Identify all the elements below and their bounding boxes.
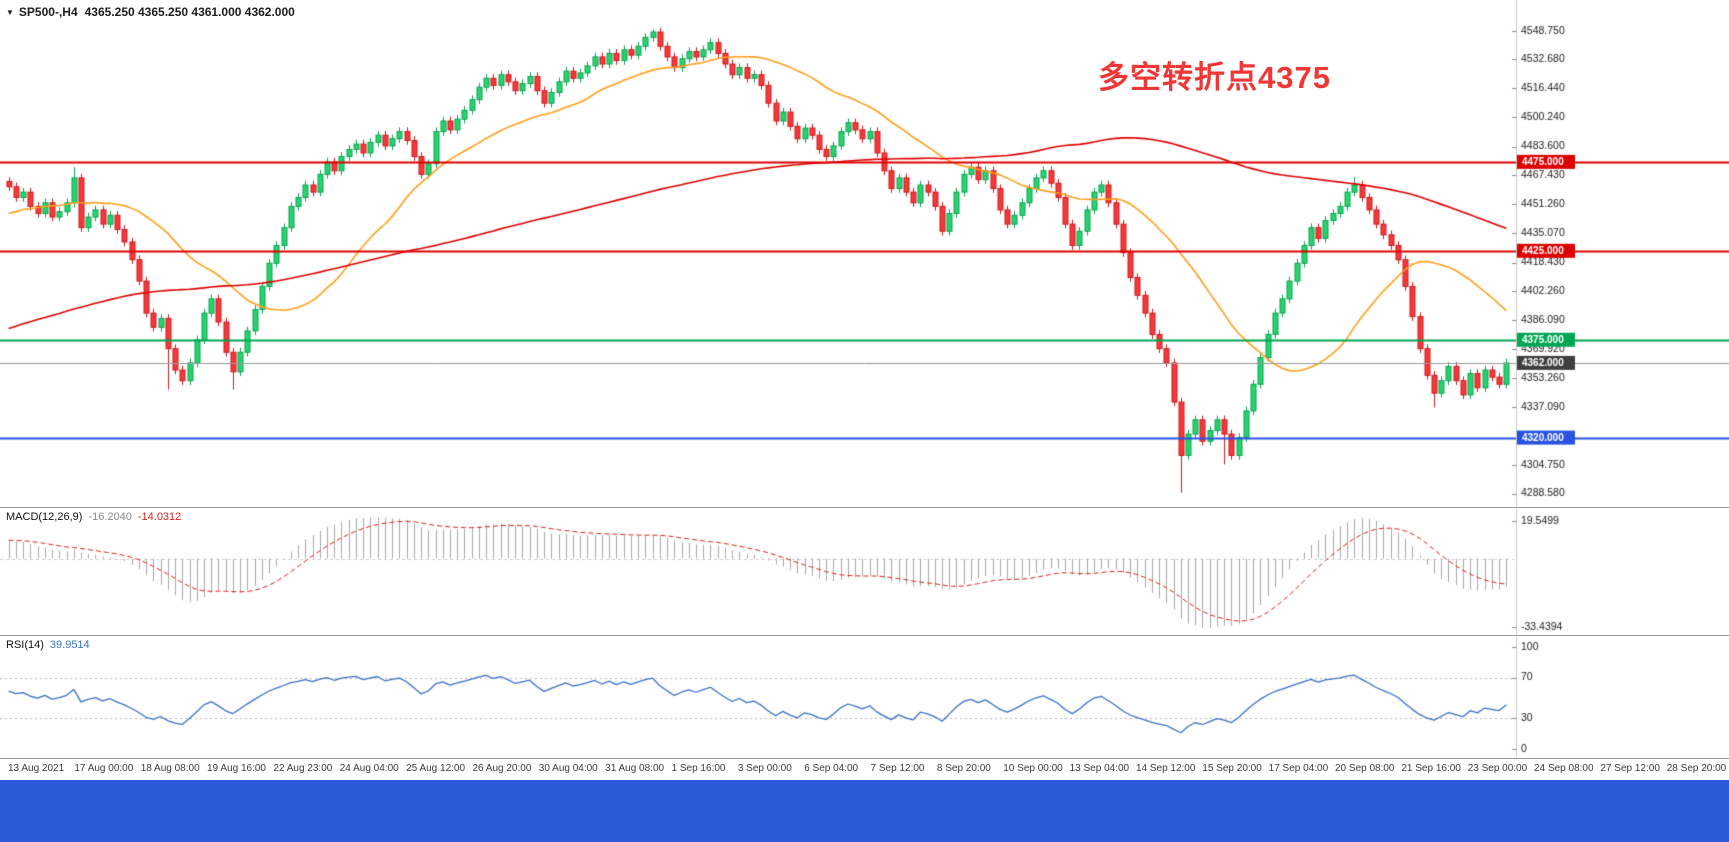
time-axis-label: 13 Aug 2021 bbox=[8, 763, 65, 774]
time-axis-label: 14 Sep 12:00 bbox=[1135, 763, 1196, 774]
time-axis-label: 25 Aug 12:00 bbox=[406, 763, 466, 774]
main-chart-canvas[interactable] bbox=[0, 0, 1729, 507]
time-axis-label: 31 Aug 08:00 bbox=[605, 763, 665, 774]
time-axis-label: 26 Aug 20:00 bbox=[472, 763, 532, 774]
annotation-text[interactable]: 多空转折点4375 bbox=[1098, 60, 1331, 95]
taskbar[interactable] bbox=[0, 780, 1729, 842]
time-axis-label: 17 Aug 00:00 bbox=[74, 763, 134, 774]
time-axis-label: 20 Sep 08:00 bbox=[1335, 763, 1395, 774]
time-axis[interactable]: 13 Aug 2021 17 Aug 00:00 18 Aug 08:00 19 Au… bbox=[0, 758, 1729, 780]
time-axis-label: 22 Aug 23:00 bbox=[273, 763, 333, 774]
time-axis-label: 21 Sep 16:00 bbox=[1401, 763, 1461, 774]
symbol-period-label: SP500-,H4 bbox=[18, 5, 78, 19]
time-axis-label: 7 Sep 12:00 bbox=[870, 763, 925, 774]
time-axis-label: 28 Sep 20:00 bbox=[1666, 763, 1727, 774]
time-axis-label: 13 Sep 04:00 bbox=[1069, 763, 1130, 774]
rsi-value: 39.9514 bbox=[49, 639, 90, 651]
ohlc-values-label: 4365.250 4365.250 4361.000 4362.000 bbox=[84, 5, 295, 19]
time-axis-label: 17 Sep 04:00 bbox=[1268, 763, 1329, 774]
time-axis-label: 18 Aug 08:00 bbox=[140, 763, 200, 774]
time-axis-label: 10 Sep 00:00 bbox=[1003, 763, 1063, 774]
rsi-name-label: RSI(14) bbox=[6, 639, 44, 651]
time-axis-label: 6 Sep 04:00 bbox=[804, 763, 859, 774]
time-axis-label: 30 Aug 04:00 bbox=[538, 763, 598, 774]
rsi-panel: RSI(14) 39.9514 bbox=[0, 635, 1729, 759]
time-axis-label: 24 Aug 04:00 bbox=[339, 763, 399, 774]
macd-main-value: -16.2040 bbox=[88, 511, 132, 523]
main-chart-panel: ▼ SP500-,H4 4365.250 4365.250 4361.000 4… bbox=[0, 0, 1729, 507]
macd-signal-value: -14.0312 bbox=[137, 511, 182, 523]
chart-title: ▼ SP500-,H4 4365.250 4365.250 4361.000 4… bbox=[6, 5, 295, 19]
time-axis-label: 3 Sep 00:00 bbox=[737, 763, 792, 774]
macd-name-label: MACD(12,26,9) bbox=[6, 511, 83, 523]
macd-panel: MACD(12,26,9) -16.2040 -14.0312 bbox=[0, 507, 1729, 636]
macd-label: MACD(12,26,9) -16.2040 -14.0312 bbox=[6, 511, 181, 523]
rsi-label: RSI(14) 39.9514 bbox=[6, 639, 90, 651]
time-axis-label: 8 Sep 20:00 bbox=[936, 763, 991, 774]
time-axis-label: 19 Aug 16:00 bbox=[207, 763, 266, 774]
time-axis-label: 27 Sep 12:00 bbox=[1600, 763, 1660, 774]
time-axis-label: 15 Sep 20:00 bbox=[1202, 763, 1262, 774]
time-axis-label: 24 Sep 08:00 bbox=[1534, 763, 1594, 774]
rsi-canvas[interactable] bbox=[0, 637, 1729, 759]
macd-canvas[interactable] bbox=[0, 509, 1729, 636]
time-axis-label: 1 Sep 16:00 bbox=[671, 763, 726, 774]
time-axis-label: 23 Sep 00:00 bbox=[1467, 763, 1528, 774]
chart-dropdown-icon[interactable]: ▼ bbox=[6, 7, 14, 17]
